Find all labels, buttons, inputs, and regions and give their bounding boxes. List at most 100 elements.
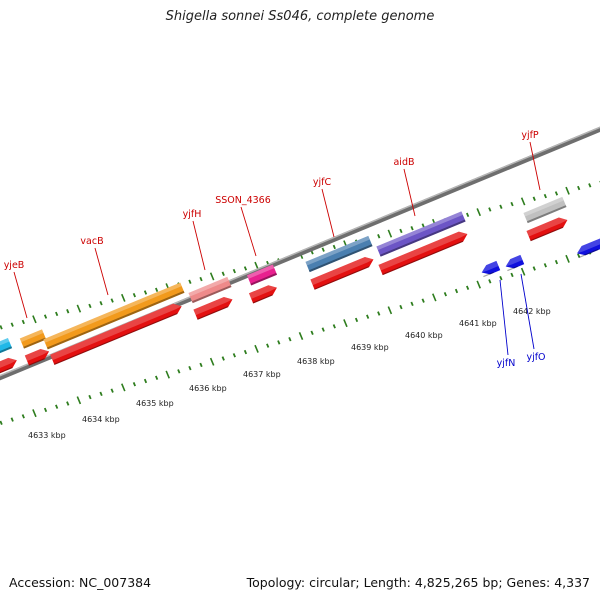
cds-arrow-yjfP-shine [526,217,568,237]
cds-arrow-SSON_4366-body [248,285,277,304]
inner-major-tick [476,280,481,289]
gene-box-aidB-body [376,211,466,257]
outer-minor-tick [99,301,103,306]
gene-box-small-orange-shadow [23,337,47,349]
outer-minor-tick [10,322,14,327]
cds-arrow-aidB-body [378,231,468,276]
inner-minor-tick [199,362,203,368]
cds-arrow-vacB-shine [50,303,182,361]
outer-major-tick [476,208,481,217]
cds-arrow-yjfP-shadow [530,226,564,242]
inner-minor-tick [543,263,547,268]
cds-arrow-yjfP-body [526,217,568,242]
gene-box-small-orange [19,329,47,349]
outer-minor-tick [510,201,514,207]
outer-minor-tick [0,325,3,330]
outer-minor-tick [421,223,425,228]
outer-major-tick [565,186,570,195]
inner-minor-tick [132,382,136,387]
inner-minor-tick [310,330,314,335]
gene-box-SSON_4366-body [246,264,278,286]
inner-minor-tick [177,369,181,374]
cds-arrow-yjfN-shadow [483,271,494,278]
gene-box-yjfC-shadow [308,244,373,273]
outer-minor-tick [155,287,159,293]
scale-label: 4638 kbp [297,357,335,366]
inner-minor-tick [443,292,447,297]
outer-minor-tick [143,290,148,295]
scale-label: 4641 kbp [459,319,497,328]
cds-arrow-next-body [577,238,600,256]
cds-arrow-yjeB-shine [24,349,50,362]
inner-minor-tick [21,414,25,419]
cds-arrow-yjfO [505,254,525,272]
inner-minor-tick [99,391,103,397]
cds-arrow-yjeB [24,349,50,366]
inner-minor-tick [88,394,92,400]
gene-box-aidB-shine [376,211,463,251]
gene-box-vacB-shadow [46,290,185,350]
cds-arrow-yjfC-body [310,256,374,290]
cds-arrow-yjfN-body [481,260,501,275]
inner-minor-tick [0,420,3,425]
accession-label: Accession: NC_007384 [9,575,152,590]
inner-minor-tick [155,375,159,380]
inner-major-tick [298,331,304,341]
inner-minor-tick [188,365,192,371]
gene-box-yjfP-body [523,196,567,224]
inner-major-tick [254,344,259,353]
outer-minor-tick [221,271,225,276]
gene-box-prev-body [0,337,13,359]
inner-major-tick [343,319,348,328]
gene-box-yjfH-shadow [191,285,232,304]
scale-label: 4640 kbp [405,331,443,340]
outer-major-tick [32,315,37,324]
scale-label: 4635 kbp [136,399,174,408]
inner-minor-tick [66,401,70,406]
gene-label-yjfN: yjfN [497,358,516,369]
outer-tick-track [0,180,600,330]
cds-arrow-aidB [378,231,468,276]
scale-label: 4633 kbp [28,431,66,440]
cds-arrow-yjfH-shadow [197,306,229,320]
gene-box-yjfP [523,196,567,224]
scale-label: 4637 kbp [243,370,281,379]
gene-box-prev-shadow [0,346,13,359]
inner-minor-tick [55,404,59,409]
genome-summary: Topology: circular; Length: 4,825,265 bp… [246,575,590,590]
gene-box-prev-shine [0,337,10,352]
gene-label-yjfC: yjfC [313,177,332,188]
inner-minor-tick [354,317,359,323]
outer-minor-tick [55,311,59,317]
gene-box-small-orange-shine [19,329,44,343]
outer-minor-tick [232,268,236,274]
inner-major-tick [432,293,437,302]
outer-minor-tick [543,193,547,199]
cds-arrow-0 [0,357,17,377]
inner-minor-tick [266,343,270,348]
gene-box-vacB [43,282,185,350]
gene-box-aidB [376,211,466,257]
gene-label-yjfH: yjfH [183,209,202,220]
gene-box-SSON_4366 [246,264,278,286]
outer-major-tick [520,197,526,206]
leader-line-yjfO [520,273,535,350]
inner-major-tick [32,409,37,418]
gene-box-vacB-body [43,282,185,350]
map-title: Shigella sonnei Ss046, complete genome [165,9,435,24]
leader-line-yjfP [529,141,541,191]
gene-label-vacB: vacB [80,236,103,247]
outer-minor-tick [488,207,492,212]
inner-major-tick [565,254,570,263]
cds-arrow-SSON_4366-shine [248,285,277,299]
cds-arrow-yjfN [481,260,501,278]
outer-minor-tick [188,279,192,284]
cds-arrow-vacB [50,303,182,365]
feature-track [0,196,600,377]
cds-arrow-aidB-shine [378,231,468,271]
outer-major-tick [387,229,393,238]
outer-minor-tick [243,266,248,271]
cds-arrow-vacB-body [50,303,182,365]
outer-minor-tick [132,292,136,298]
gene-box-prev [0,337,13,359]
